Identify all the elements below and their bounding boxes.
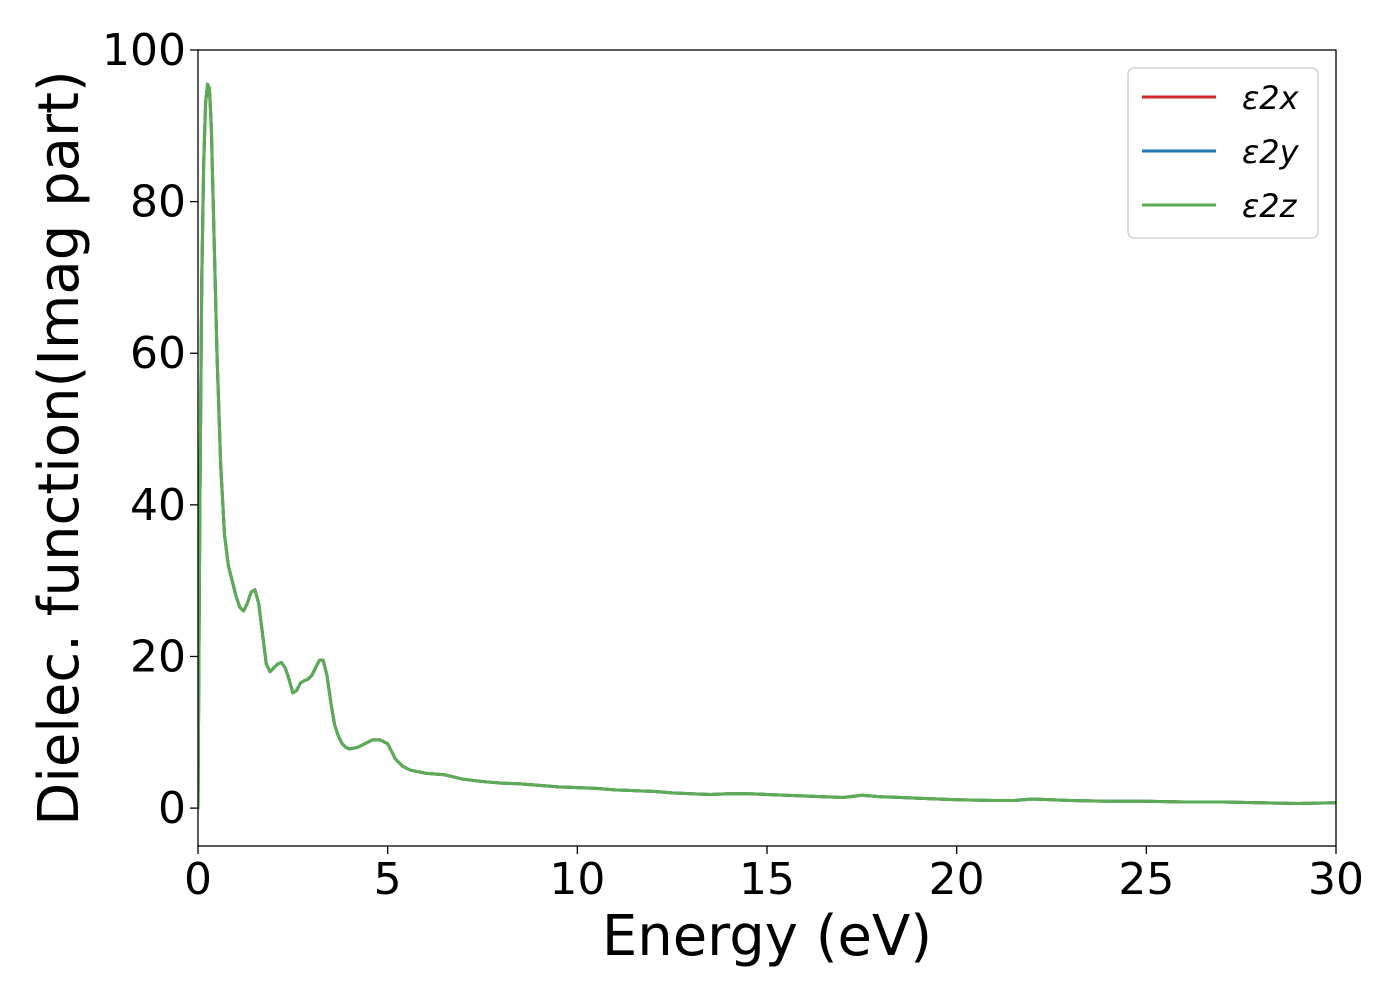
legend: ε2x ε2y ε2z	[1127, 67, 1319, 239]
y-tick-label: 100	[102, 25, 186, 76]
y-axis-title: Dielec. function(Imag part)	[27, 70, 92, 826]
y-tick-label: 80	[130, 177, 186, 228]
y-tick-label: 20	[130, 631, 186, 682]
x-tick-label: 0	[184, 854, 212, 905]
x-axis-ticks: 0 5 10 15 20 25 30	[184, 846, 1364, 905]
legend-label-3: ε2z	[1242, 187, 1298, 225]
legend-label-1: ε2x	[1242, 79, 1300, 117]
x-tick-label: 15	[739, 854, 795, 905]
y-axis-ticks: 0 20 40 60 80 100	[102, 25, 198, 834]
y-tick-label: 0	[158, 783, 186, 834]
series-layer	[198, 82, 1336, 810]
x-tick-label: 10	[549, 854, 605, 905]
y-tick-label: 40	[130, 480, 186, 531]
legend-label-2: ε2y	[1242, 133, 1300, 171]
x-tick-label: 30	[1308, 854, 1364, 905]
legend-box	[1127, 67, 1319, 239]
x-axis-title: Energy (eV)	[602, 904, 932, 969]
x-tick-label: 5	[374, 854, 402, 905]
x-tick-label: 20	[929, 854, 985, 905]
series-line-3	[198, 82, 1336, 810]
x-tick-label: 25	[1118, 854, 1174, 905]
y-tick-label: 60	[130, 328, 186, 379]
